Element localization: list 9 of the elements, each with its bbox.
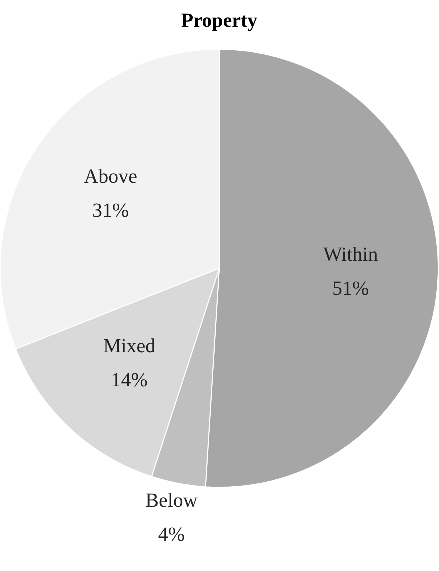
data-label: 4% xyxy=(158,524,186,546)
data-label: 51% xyxy=(332,278,370,300)
slice-label: Mixed xyxy=(103,336,156,358)
data-label: 31% xyxy=(92,200,130,222)
slice-label: Below xyxy=(146,490,198,512)
data-label: 14% xyxy=(111,370,148,392)
slice-label: Above xyxy=(84,166,138,188)
chart-title: Property xyxy=(180,9,259,34)
slice-label: Within xyxy=(323,244,378,266)
